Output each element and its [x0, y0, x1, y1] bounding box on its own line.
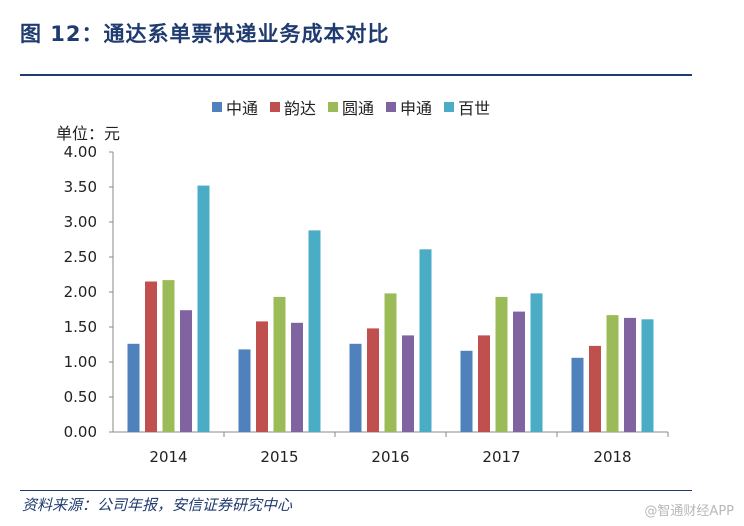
- source-note: 资料来源：公司年报，安信证券研究中心: [22, 496, 293, 514]
- y-tick-label: 4.00: [64, 143, 97, 161]
- y-tick-label: 2.50: [64, 248, 97, 266]
- x-tick-label: 2016: [371, 448, 409, 466]
- bar: [513, 311, 525, 432]
- legend-label: 圆通: [342, 99, 375, 118]
- bar: [589, 345, 601, 432]
- legend-item: 圆通: [328, 95, 374, 119]
- title-rule: [20, 74, 692, 76]
- bar: [478, 335, 490, 432]
- y-tick-label: 0.00: [64, 423, 97, 441]
- bar: [624, 317, 636, 432]
- bar: [291, 322, 303, 432]
- bar: [162, 280, 175, 432]
- chart-labels: 0.00 0.50 1.00 1.50 2.00 2.50 3.00 3.50 4.00 2014…: [64, 143, 632, 466]
- bar: [571, 357, 584, 432]
- bar: [256, 321, 268, 432]
- bar: [367, 328, 379, 432]
- bar: [641, 319, 654, 432]
- watermark: @智通财经APP: [644, 504, 734, 519]
- legend-item: 申通: [386, 95, 432, 119]
- legend-item: 韵达: [270, 95, 316, 119]
- y-tick-label: 3.50: [64, 178, 97, 196]
- bar: [419, 249, 432, 432]
- x-tick-label: 2017: [482, 448, 520, 466]
- bar: [460, 350, 473, 432]
- bar: [606, 315, 619, 432]
- bar: [273, 296, 286, 432]
- legend-swatch: [386, 102, 397, 112]
- bar: [530, 293, 543, 432]
- unit-label: 单位：元: [56, 124, 121, 143]
- bar: [384, 293, 397, 432]
- footer-rule: [20, 490, 692, 491]
- chart-legend: 中通 韵达 圆通 申通 百世: [212, 95, 490, 119]
- bar: [180, 310, 192, 432]
- figure-title: 图 12：通达系单票快递业务成本对比: [20, 22, 390, 46]
- legend-label: 百世: [458, 99, 491, 118]
- bar: [402, 335, 414, 432]
- legend-swatch: [212, 102, 222, 112]
- legend-item: 百世: [444, 95, 490, 119]
- y-tick-label: 0.50: [64, 388, 97, 406]
- y-tick-label: 1.00: [64, 353, 97, 371]
- legend-label: 韵达: [284, 99, 317, 118]
- chart-bars: [127, 185, 654, 432]
- bar: [495, 296, 508, 432]
- bar: [238, 349, 251, 432]
- y-tick-label: 1.50: [64, 318, 97, 336]
- x-tick-label: 2015: [260, 448, 298, 466]
- x-tick-label: 2018: [593, 448, 631, 466]
- bar: [308, 230, 321, 432]
- y-tick-label: 3.00: [64, 213, 97, 231]
- bar: [197, 185, 210, 432]
- bar: [145, 281, 157, 432]
- bar: [127, 343, 140, 432]
- legend-label: 申通: [400, 99, 433, 118]
- legend-swatch: [444, 102, 455, 112]
- legend-item: 中通: [212, 95, 258, 119]
- legend-swatch: [328, 102, 339, 112]
- bar-chart: 0.00 0.50 1.00 1.50 2.00 2.50 3.00 3.50 4.00 2014…: [64, 143, 669, 466]
- bar: [349, 343, 362, 432]
- legend-swatch: [270, 102, 281, 112]
- y-tick-label: 2.00: [64, 283, 97, 301]
- x-tick-label: 2014: [149, 448, 187, 466]
- legend-label: 中通: [226, 99, 259, 118]
